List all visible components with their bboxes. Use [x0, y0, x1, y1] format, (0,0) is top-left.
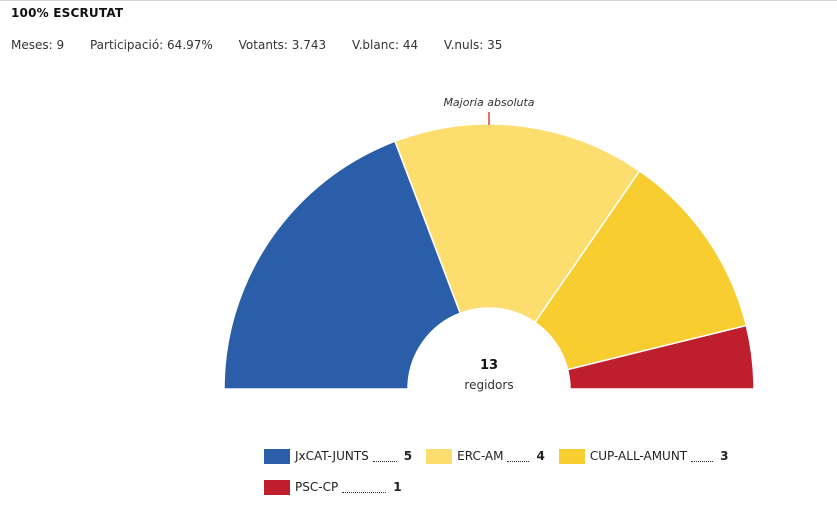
total-seats-unit: regidors [464, 378, 513, 392]
stat-vnuls: V.nuls: 35 [443, 38, 503, 52]
legend-name: JxCAT-JUNTS [295, 449, 369, 463]
legend-value: 5 [403, 449, 413, 463]
slice-jxcat-junts [223, 140, 462, 390]
legend-value: 4 [536, 449, 545, 463]
legend-item-erc: ERC-AM 4 [426, 448, 545, 464]
legend-leader [507, 451, 530, 462]
legend-swatch [558, 448, 585, 464]
stat-votants: Votants: 3.743 [238, 38, 327, 52]
slice-cup-all-amunt [533, 169, 748, 371]
legend-swatch [426, 448, 453, 464]
majority-label: Majoria absoluta [443, 96, 534, 109]
legend-value: 1 [393, 480, 402, 494]
legend-item-psc: PSC-CP 1 [264, 479, 402, 495]
legend-name: ERC-AM [457, 449, 504, 463]
hemicycle-chart: Majoria absoluta 13 regidors [223, 96, 755, 392]
chart-slices [223, 123, 755, 390]
legend-value: 3 [720, 449, 729, 463]
slice-psc-cp [566, 324, 755, 390]
legend-swatch [264, 448, 290, 464]
stat-vblanc: V.blanc: 44 [351, 38, 419, 52]
legend-leader [691, 451, 714, 462]
legend-swatch [264, 479, 290, 495]
legend: JxCAT-JUNTS 5 ERC-AM 4 CUP-ALL-AMUNT 3 P… [264, 447, 743, 509]
slice-erc-am [394, 123, 641, 324]
results-title: 100% ESCRUTAT [11, 6, 124, 20]
legend-item-cup: CUP-ALL-AMUNT 3 [558, 448, 729, 464]
legend-item-jxcat: JxCAT-JUNTS 5 [264, 448, 413, 464]
legend-leader [342, 482, 387, 493]
legend-name: CUP-ALL-AMUNT [589, 449, 688, 463]
top-divider [0, 0, 837, 1]
legend-row: JxCAT-JUNTS 5 ERC-AM 4 CUP-ALL-AMUNT 3 [264, 447, 743, 465]
stats-bar: Meses: 9 Participació: 64.97% Votants: 3… [11, 38, 524, 52]
stat-meses: Meses: 9 [11, 38, 65, 52]
legend-leader [372, 451, 397, 462]
legend-name: PSC-CP [295, 480, 339, 494]
total-seats-value: 13 [480, 358, 498, 373]
stat-participacio: Participació: 64.97% [89, 38, 213, 52]
legend-row: PSC-CP 1 [264, 478, 743, 496]
